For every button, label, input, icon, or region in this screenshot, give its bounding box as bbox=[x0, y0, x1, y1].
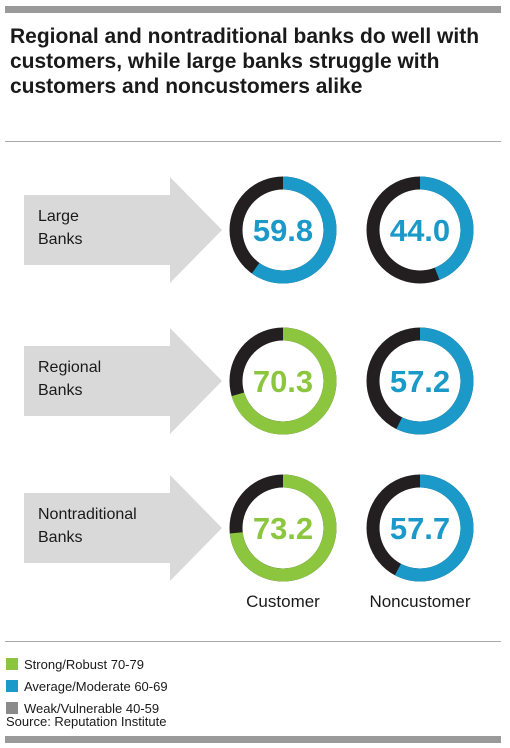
legend-item-strong: Strong/Robust 70-79 bbox=[6, 653, 168, 675]
donut-arc-large-banks-noncustomer bbox=[366, 176, 474, 284]
legend-divider bbox=[5, 641, 501, 642]
category-label-nontraditional-banks-line2: Banks bbox=[38, 529, 82, 546]
legend: Strong/Robust 70-79 Average/Moderate 60-… bbox=[6, 653, 168, 719]
donut-arc-regional-banks-customer bbox=[229, 327, 337, 435]
legend-swatch-strong bbox=[6, 658, 18, 670]
category-label-nontraditional-banks-line1: Nontraditional bbox=[38, 506, 137, 523]
value-label-large-banks-customer: 59.8 bbox=[253, 213, 313, 248]
row-arrow-regional-banks bbox=[24, 328, 222, 434]
column-label-customer: Customer bbox=[246, 592, 320, 611]
donut-arc-nontraditional-banks-noncustomer bbox=[366, 474, 474, 582]
donut-chart: Large Banks 59.8 44.0 Regional Banks 70.3 57.2 N… bbox=[24, 176, 474, 611]
legend-item-weak: Weak/Vulnerable 40-59 bbox=[6, 697, 168, 719]
value-label-regional-banks-customer: 70.3 bbox=[253, 364, 313, 399]
legend-label-strong: Strong/Robust 70-79 bbox=[24, 656, 144, 672]
donut-arc-large-banks-customer bbox=[229, 176, 337, 284]
value-label-nontraditional-banks-noncustomer: 57.7 bbox=[390, 511, 450, 546]
category-label-large-banks-line1: Large bbox=[38, 208, 79, 225]
value-label-regional-banks-noncustomer: 57.2 bbox=[390, 364, 450, 399]
donut-arc-nontraditional-banks-customer bbox=[229, 474, 337, 582]
source-note: Source: Reputation Institute bbox=[6, 714, 167, 729]
legend-swatch-average bbox=[6, 680, 18, 692]
category-label-large-banks-line2: Banks bbox=[38, 231, 82, 248]
column-label-noncustomer: Noncustomer bbox=[369, 592, 470, 611]
title-divider bbox=[5, 141, 501, 142]
row-arrow-nontraditional-banks bbox=[24, 475, 222, 581]
value-label-large-banks-noncustomer: 44.0 bbox=[390, 213, 450, 248]
legend-swatch-weak bbox=[6, 702, 18, 714]
category-label-regional-banks-line2: Banks bbox=[38, 382, 82, 399]
legend-label-weak: Weak/Vulnerable 40-59 bbox=[24, 700, 160, 716]
row-arrow-large-banks bbox=[24, 177, 222, 283]
bottom-rule bbox=[5, 736, 501, 743]
chart-title: Regional and nontraditional banks do wel… bbox=[10, 25, 480, 98]
top-rule bbox=[5, 6, 501, 13]
legend-item-average: Average/Moderate 60-69 bbox=[6, 675, 168, 697]
value-label-nontraditional-banks-customer: 73.2 bbox=[253, 511, 313, 546]
category-label-regional-banks-line1: Regional bbox=[38, 359, 101, 376]
legend-label-average: Average/Moderate 60-69 bbox=[24, 678, 168, 694]
donut-arc-regional-banks-noncustomer bbox=[366, 327, 474, 435]
